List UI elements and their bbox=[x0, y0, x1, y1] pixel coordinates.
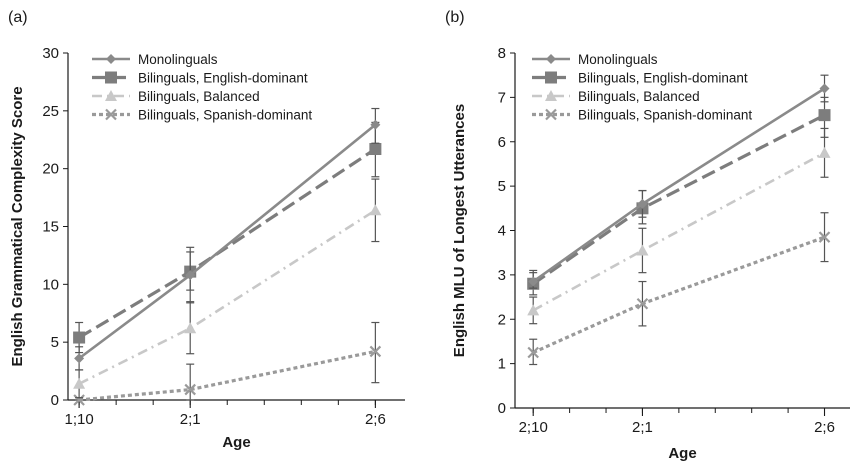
y-tick-label: 30 bbox=[42, 45, 59, 62]
data-point-marker bbox=[73, 331, 86, 344]
legend-label: Bilinguals, Spanish-dominant bbox=[578, 108, 752, 123]
series-english_dominant bbox=[527, 96, 831, 296]
x-axis-title: Age bbox=[222, 434, 250, 451]
chart-panel-a: (a) 0 5 10 15 20 25 30 1;10 2;1 2;6 Age English Gram… bbox=[8, 9, 405, 451]
x-tick-label: 2;6 bbox=[365, 411, 386, 428]
data-point-marker bbox=[528, 276, 539, 287]
legend: Monolinguals Bilinguals, English-dominant… bbox=[92, 52, 312, 123]
data-point-marker bbox=[73, 377, 86, 389]
series-line bbox=[78, 123, 377, 360]
series-balanced bbox=[527, 127, 831, 325]
data-point-marker bbox=[818, 109, 831, 122]
data-point-marker bbox=[527, 304, 540, 316]
legend-swatch-marker bbox=[105, 90, 117, 101]
data-point-marker bbox=[818, 146, 831, 158]
legend-label: Bilinguals, Balanced bbox=[578, 89, 700, 104]
series-line bbox=[532, 113, 826, 286]
data-point-marker bbox=[185, 270, 196, 281]
data-point-marker bbox=[369, 204, 382, 216]
legend-swatch-marker bbox=[546, 54, 556, 64]
data-point-marker bbox=[370, 119, 381, 130]
y-tick-label: 5 bbox=[498, 178, 506, 195]
panel-label: (a) bbox=[8, 9, 28, 26]
x-tick-label: 2;1 bbox=[632, 419, 653, 436]
y-tick-label: 15 bbox=[42, 219, 59, 236]
series-spanish_dominant bbox=[73, 321, 382, 406]
data-point-marker bbox=[637, 198, 648, 209]
y-tick-label: 8 bbox=[498, 45, 506, 62]
y-tick-label: 1 bbox=[498, 356, 506, 373]
data-point-marker bbox=[636, 297, 649, 310]
x-tick-label: 2;10 bbox=[519, 419, 548, 436]
data-point-marker bbox=[369, 143, 382, 156]
legend-label: Bilinguals, English-dominant bbox=[578, 71, 748, 86]
legend-label: Bilinguals, Balanced bbox=[138, 89, 260, 104]
series-spanish_dominant bbox=[527, 212, 831, 366]
series-monolinguals bbox=[74, 107, 381, 371]
y-tick-label: 2 bbox=[498, 311, 506, 328]
data-point-marker bbox=[819, 83, 830, 94]
legend: Monolinguals Bilinguals, English-dominant… bbox=[532, 52, 752, 123]
y-tick-label: 3 bbox=[498, 267, 506, 284]
series-line bbox=[78, 209, 377, 385]
data-point-marker bbox=[636, 244, 649, 256]
y-tick-label: 0 bbox=[498, 400, 506, 417]
y-tick-label: 10 bbox=[42, 276, 59, 293]
data-point-marker bbox=[818, 231, 831, 243]
panel-label: (b) bbox=[445, 9, 465, 26]
series-monolinguals bbox=[528, 74, 830, 289]
data-point-marker bbox=[73, 394, 85, 406]
y-tick-label: 4 bbox=[498, 223, 506, 240]
series-line bbox=[78, 349, 376, 402]
y-tick-label: 20 bbox=[42, 161, 59, 178]
x-tick-label: 1;10 bbox=[65, 411, 94, 428]
series-balanced bbox=[73, 178, 382, 399]
legend-swatch-marker bbox=[545, 90, 557, 101]
legend-swatch-marker bbox=[545, 108, 557, 121]
y-tick-label: 0 bbox=[51, 392, 59, 409]
series-line bbox=[532, 151, 826, 312]
chart-panel-b: (b) 0 1 2 3 4 5 6 7 8 2;10 2;1 2;6 Age English MLU of … bbox=[445, 9, 850, 462]
data-point-marker bbox=[184, 322, 197, 334]
y-axis-title: English MLU of Longest Utterances bbox=[451, 104, 468, 357]
y-tick-label: 25 bbox=[42, 103, 59, 120]
data-point-marker bbox=[74, 353, 85, 364]
x-tick-label: 2;6 bbox=[814, 419, 835, 436]
legend-label: Bilinguals, English-dominant bbox=[138, 71, 308, 86]
x-tick-label: 2;1 bbox=[180, 411, 201, 428]
legend-label: Bilinguals, Spanish-dominant bbox=[138, 108, 312, 123]
legend-swatch-marker bbox=[545, 71, 557, 84]
x-axis-title: Age bbox=[668, 445, 696, 462]
data-point-marker bbox=[184, 383, 196, 396]
legend-swatch-marker bbox=[105, 108, 117, 121]
data-point-marker bbox=[527, 346, 539, 359]
legend-swatch-marker bbox=[106, 54, 116, 64]
series-line bbox=[78, 147, 377, 339]
y-axis-title: English Grammatical Complexity Score bbox=[9, 86, 26, 366]
y-tick-label: 5 bbox=[51, 334, 59, 351]
legend-label: Monolinguals bbox=[578, 52, 658, 67]
y-tick-label: 7 bbox=[498, 89, 506, 106]
legend-label: Monolinguals bbox=[138, 52, 218, 67]
y-tick-label: 6 bbox=[498, 134, 506, 151]
data-point-marker bbox=[369, 345, 382, 358]
legend-swatch-marker bbox=[105, 71, 117, 84]
